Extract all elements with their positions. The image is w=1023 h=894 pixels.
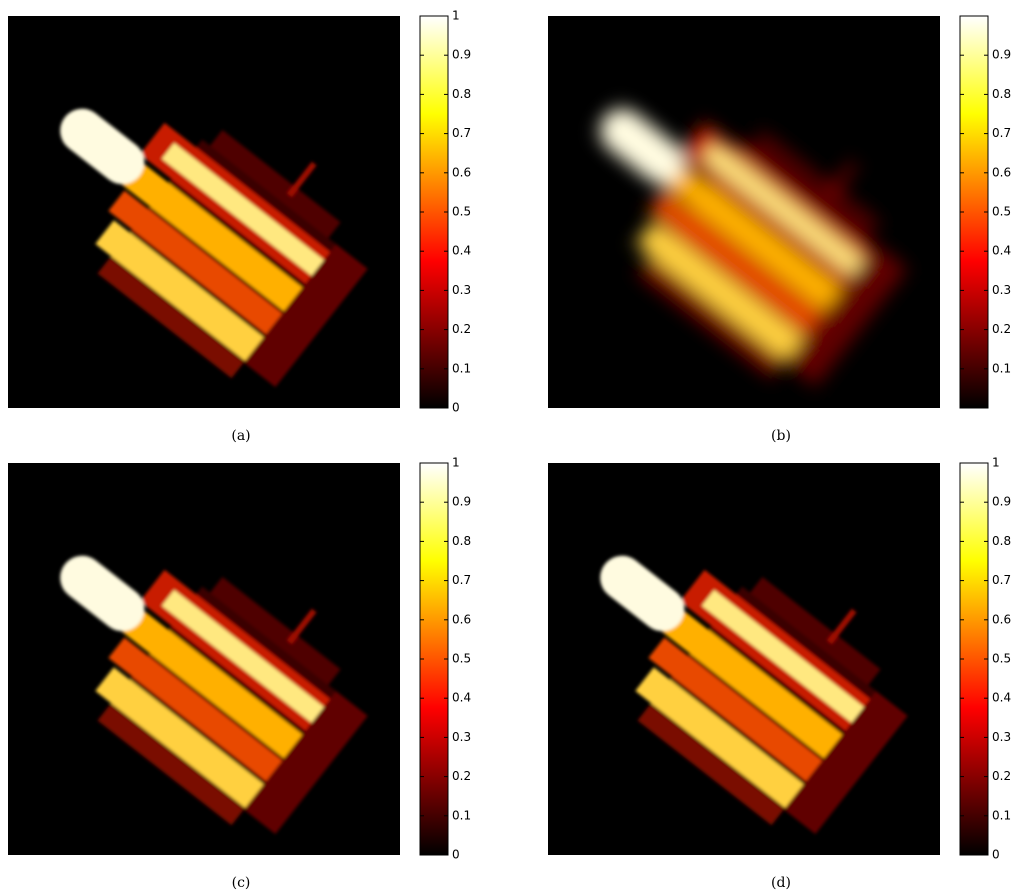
colorbar-tick-label: 0.4 xyxy=(992,244,1011,258)
colorbar-tick-label: 0.5 xyxy=(992,205,1011,219)
colorbar-tick-label: 0.9 xyxy=(452,495,471,509)
colorbar-tick-label: 0.8 xyxy=(992,534,1011,548)
colorbar-tick-label: 0.1 xyxy=(452,361,471,375)
colorbar-tick-label: 0.3 xyxy=(992,283,1011,297)
colorbar-tick-label: 0.6 xyxy=(992,165,1011,179)
colorbar-tick-label: 0 xyxy=(992,848,1000,862)
colorbar-tick-label: 0.2 xyxy=(452,322,471,336)
colorbar-tick-label: 0.4 xyxy=(992,691,1011,705)
colorbar-tick-label: 0.3 xyxy=(452,283,471,297)
colorbar-tick-label: 0.9 xyxy=(992,495,1011,509)
colorbar-tick-label: 0 xyxy=(452,848,460,862)
colorbar-tick-label: 0.2 xyxy=(452,769,471,783)
colorbar-tick-label: 0.7 xyxy=(992,126,1011,140)
colorbar-tick-label: 0.3 xyxy=(992,730,1011,744)
colorbar-tick-label: 0.5 xyxy=(992,652,1011,666)
caption: (a) xyxy=(231,428,250,444)
colorbar-tick-label: 1 xyxy=(992,456,1000,470)
panel: 0 0.1 0.2 0.3 0.4 0.5 0.6 0.7 0.8 0.9 1 (c) xyxy=(1,456,471,892)
colorbar-tick-label: 0.5 xyxy=(452,205,471,219)
colorbar-tick-label: 0.8 xyxy=(452,87,471,101)
colorbar-tick-label: 0.5 xyxy=(452,652,471,666)
figure: 00.10.20.30.40.50.60.70.80.91(a)0.10.20.… xyxy=(0,0,1023,894)
colorbar xyxy=(420,16,448,408)
colorbar-tick-label: 0.8 xyxy=(992,87,1011,101)
colorbar xyxy=(420,463,448,855)
colorbar xyxy=(960,463,988,855)
colorbar-tick-label: 0.6 xyxy=(452,165,471,179)
caption: (d) xyxy=(771,875,791,891)
panel: 0.1 0.2 0.3 0.4 0.5 0.6 0.7 0.8 0.9 (b) xyxy=(541,16,1011,444)
colorbar-tick-label: 0.4 xyxy=(452,691,471,705)
caption: (c) xyxy=(232,875,251,891)
colorbar-tick-label: 0.6 xyxy=(992,612,1011,626)
colorbar-tick-label: 0.9 xyxy=(992,48,1011,62)
colorbar xyxy=(960,16,988,408)
colorbar-tick-label: 0.8 xyxy=(452,534,471,548)
colorbar-tick-label: 0 xyxy=(452,401,460,415)
panel: 0 0.1 0.2 0.3 0.4 0.5 0.6 0.7 0.8 0.9 1 (a) xyxy=(1,9,471,445)
colorbar-tick-label: 0.7 xyxy=(452,126,471,140)
colorbar-tick-label: 0.7 xyxy=(992,573,1011,587)
panel: 0 0.1 0.2 0.3 0.4 0.5 0.6 0.7 0.8 0.9 1 (d) xyxy=(541,456,1011,892)
colorbar-tick-label: 0.4 xyxy=(452,244,471,258)
colorbar-tick-label: 0.1 xyxy=(992,808,1011,822)
colorbar-tick-label: 0.6 xyxy=(452,612,471,626)
colorbar-tick-label: 0.2 xyxy=(992,322,1011,336)
colorbar-tick-label: 0.1 xyxy=(992,361,1011,375)
colorbar-tick-label: 0.3 xyxy=(452,730,471,744)
colorbar-tick-label: 0.2 xyxy=(992,769,1011,783)
colorbar-tick-label: 1 xyxy=(452,9,460,23)
caption: (b) xyxy=(771,428,791,444)
colorbar-tick-label: 0.7 xyxy=(452,573,471,587)
colorbar-tick-label: 0.9 xyxy=(452,48,471,62)
colorbar-tick-label: 0.1 xyxy=(452,808,471,822)
colorbar-tick-label: 1 xyxy=(452,456,460,470)
